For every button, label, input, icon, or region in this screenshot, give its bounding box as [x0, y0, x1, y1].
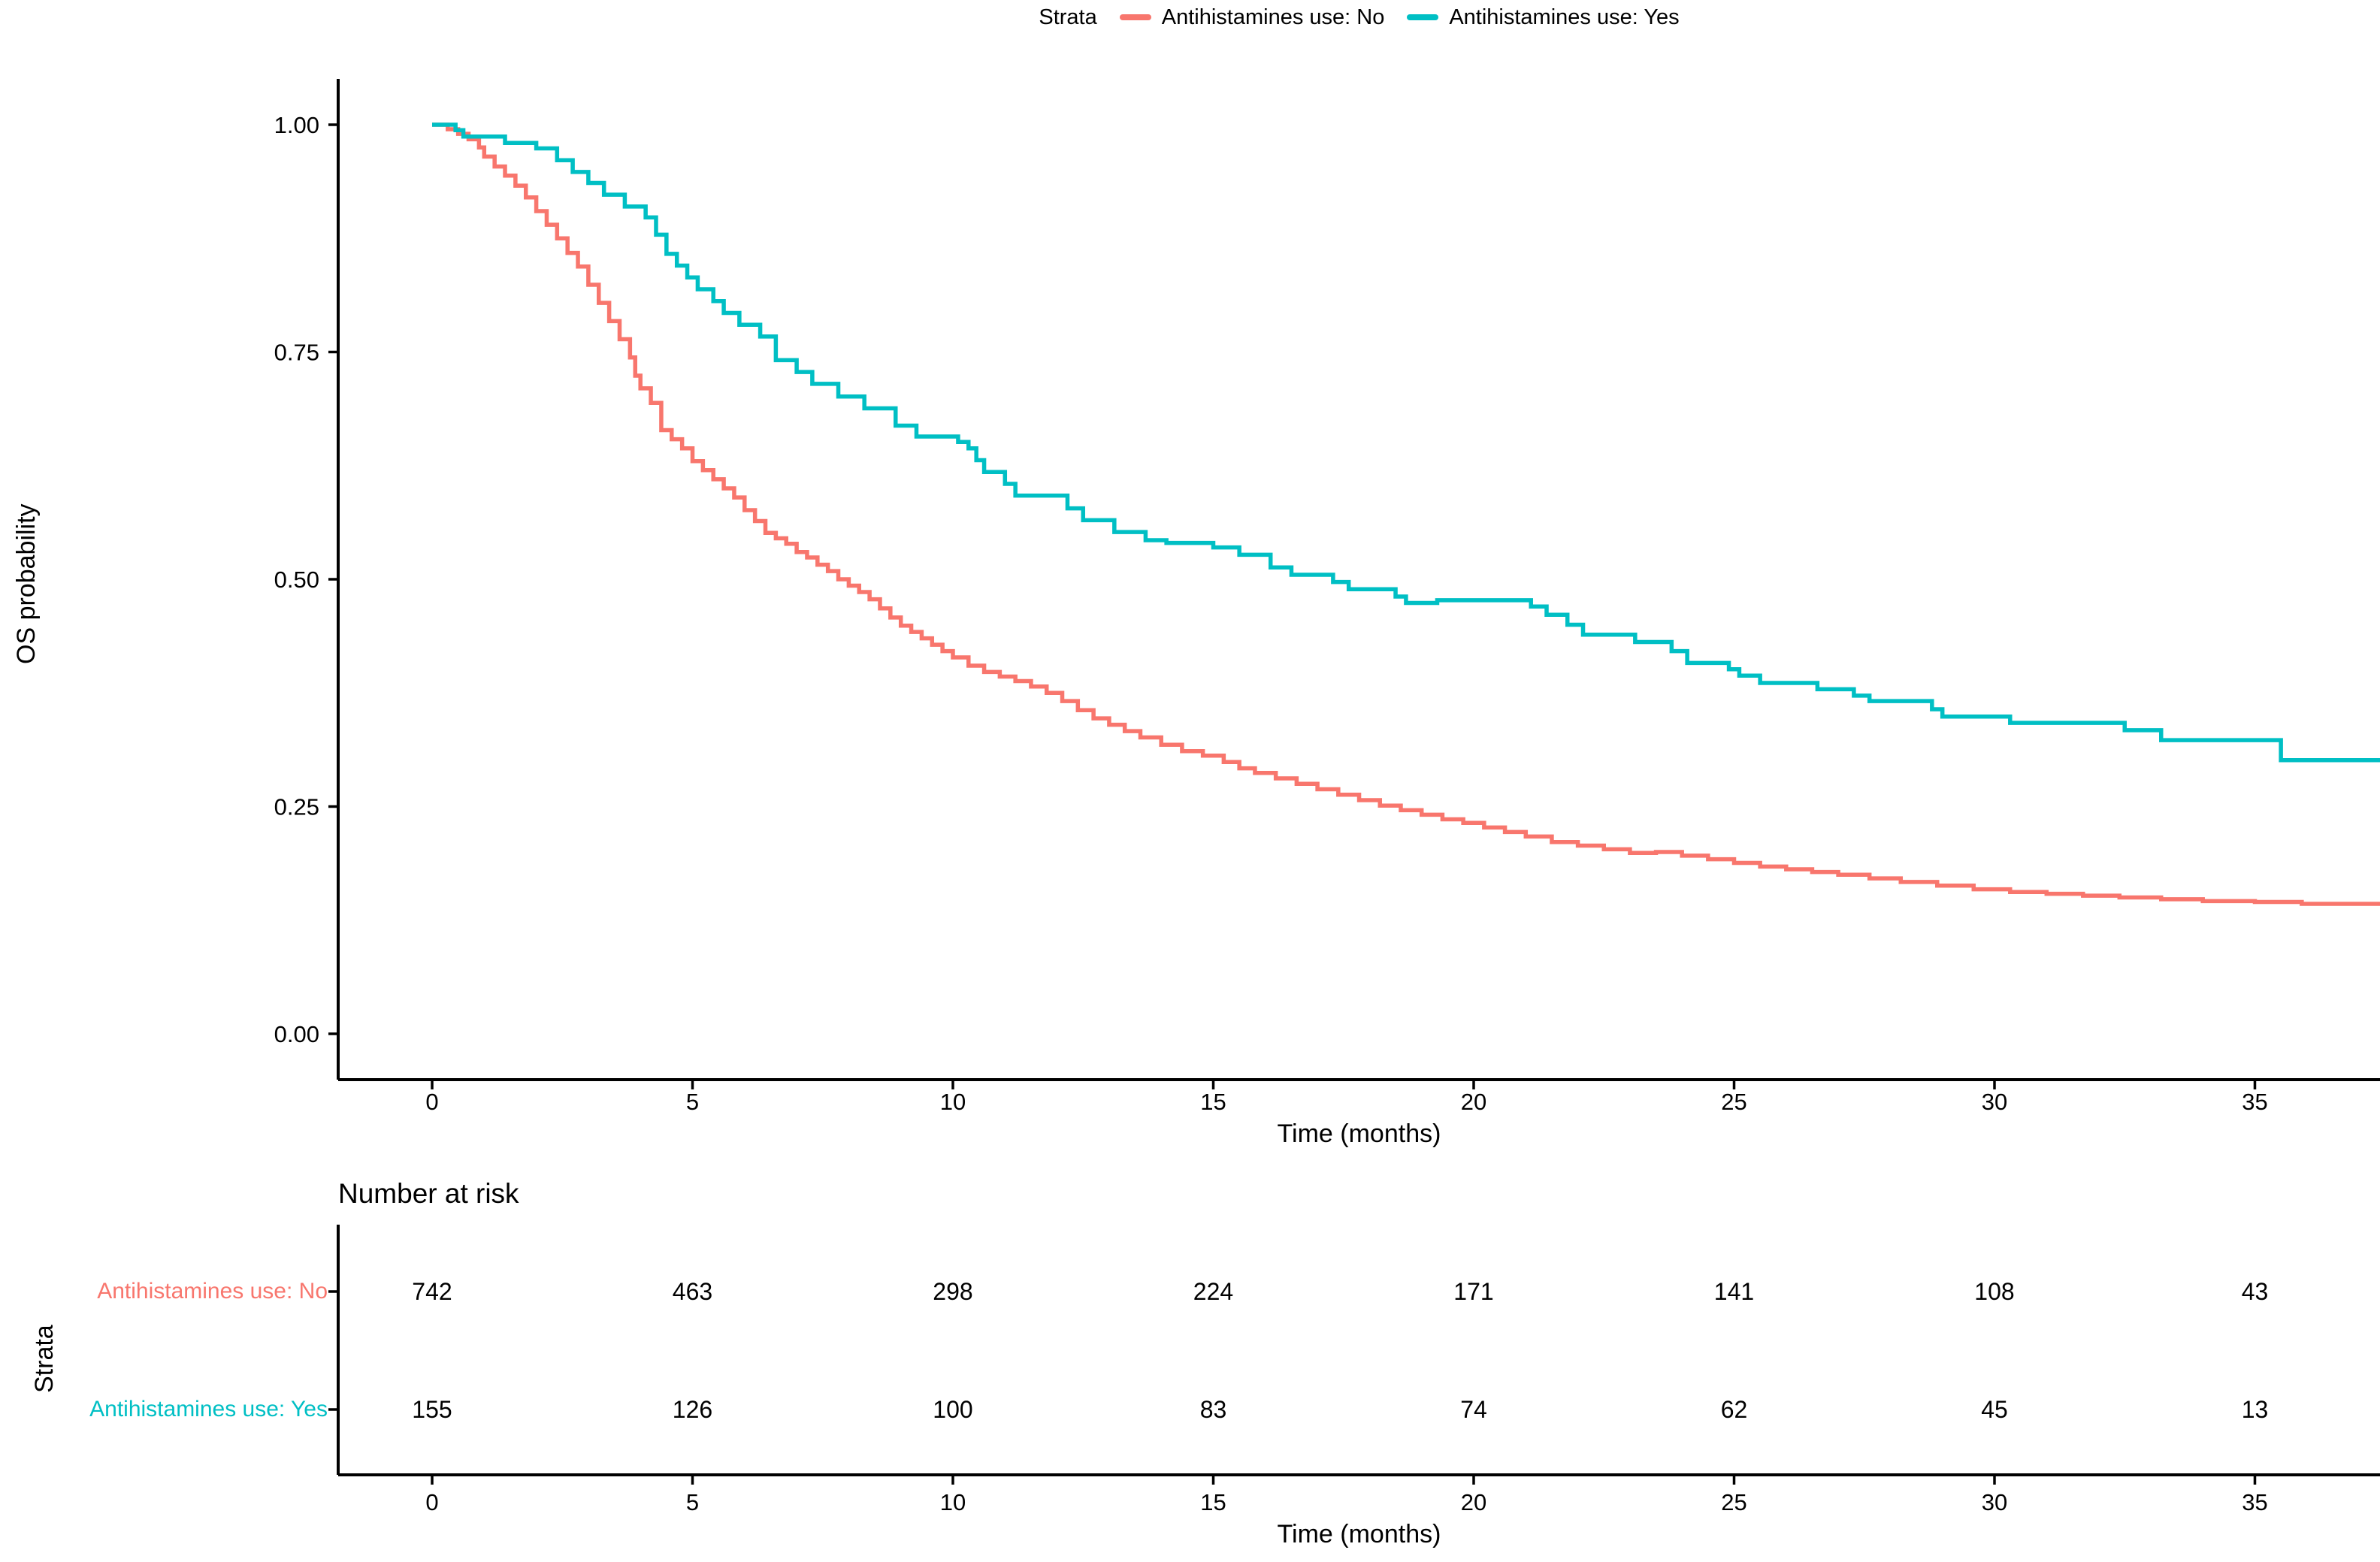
km-curve-yes — [432, 122, 2380, 763]
x-tick-label: 15 — [1200, 1089, 1226, 1115]
legend-item-no: Antihistamines use: No — [1119, 5, 1385, 30]
risk-count: 43 — [2242, 1278, 2269, 1305]
risk-row-label-yes: Antihistamines use: Yes — [89, 1397, 328, 1422]
risk-x-tick-label: 30 — [1982, 1489, 2007, 1515]
y-tick-label: 0.25 — [274, 794, 319, 820]
risk-row-label-no: Antihistamines use: No — [97, 1279, 328, 1304]
risk-x-tick-label: 0 — [425, 1489, 438, 1515]
legend: Strata Antihistamines use: No Antihistam… — [338, 0, 2380, 35]
risk-count: 13 — [2242, 1396, 2269, 1423]
risk-count: 126 — [673, 1396, 712, 1423]
risk-x-tick-label: 25 — [1721, 1489, 1746, 1515]
x-tick-label: 5 — [686, 1089, 699, 1115]
risk-x-tick-label: 5 — [686, 1489, 699, 1515]
risk-count: 155 — [412, 1396, 452, 1423]
risk-count: 100 — [933, 1396, 972, 1423]
legend-item-yes: Antihistamines use: Yes — [1407, 5, 1680, 30]
risk-count: 463 — [673, 1278, 712, 1305]
x-tick-label: 10 — [940, 1089, 966, 1115]
y-tick-label: 0.50 — [274, 566, 319, 593]
legend-key-yes-swatch — [1407, 14, 1439, 20]
x-tick-label: 30 — [1982, 1089, 2007, 1115]
risk-count: 62 — [1721, 1396, 1748, 1423]
risk-table-x-axis-title: Time (months) — [1277, 1520, 1441, 1548]
risk-count: 141 — [1714, 1278, 1754, 1305]
risk-x-tick-label: 10 — [940, 1489, 966, 1515]
legend-label-no: Antihistamines use: No — [1161, 5, 1385, 29]
risk-count: 45 — [1981, 1396, 2008, 1423]
x-tick-label: 35 — [2242, 1089, 2267, 1115]
risk-x-tick-label: 20 — [1461, 1489, 1486, 1515]
km-curve-no — [432, 122, 2380, 906]
risk-count: 74 — [1460, 1396, 1487, 1423]
risk-table-title: Number at risk — [338, 1178, 519, 1209]
risk-count: 742 — [412, 1278, 452, 1305]
risk-count: 108 — [1974, 1278, 2014, 1305]
y-tick-label: 0.75 — [274, 340, 319, 366]
risk-count: 224 — [1193, 1278, 1233, 1305]
legend-title: Strata — [1039, 5, 1097, 29]
y-tick-label: 1.00 — [274, 112, 319, 138]
risk-x-tick-label: 35 — [2242, 1489, 2267, 1515]
legend-key-no-swatch — [1119, 14, 1151, 20]
risk-count: 298 — [933, 1278, 972, 1305]
risk-x-tick-label: 15 — [1200, 1489, 1226, 1515]
risk-count: 83 — [1200, 1396, 1227, 1423]
x-tick-label: 20 — [1461, 1089, 1486, 1115]
legend-label-yes: Antihistamines use: Yes — [1449, 5, 1680, 29]
x-tick-label: 0 — [425, 1089, 438, 1115]
risk-count: 171 — [1453, 1278, 1493, 1305]
y-tick-label: 0.00 — [274, 1021, 319, 1047]
x-axis-title: Time (months) — [1277, 1119, 1441, 1148]
x-tick-label: 25 — [1721, 1089, 1746, 1115]
